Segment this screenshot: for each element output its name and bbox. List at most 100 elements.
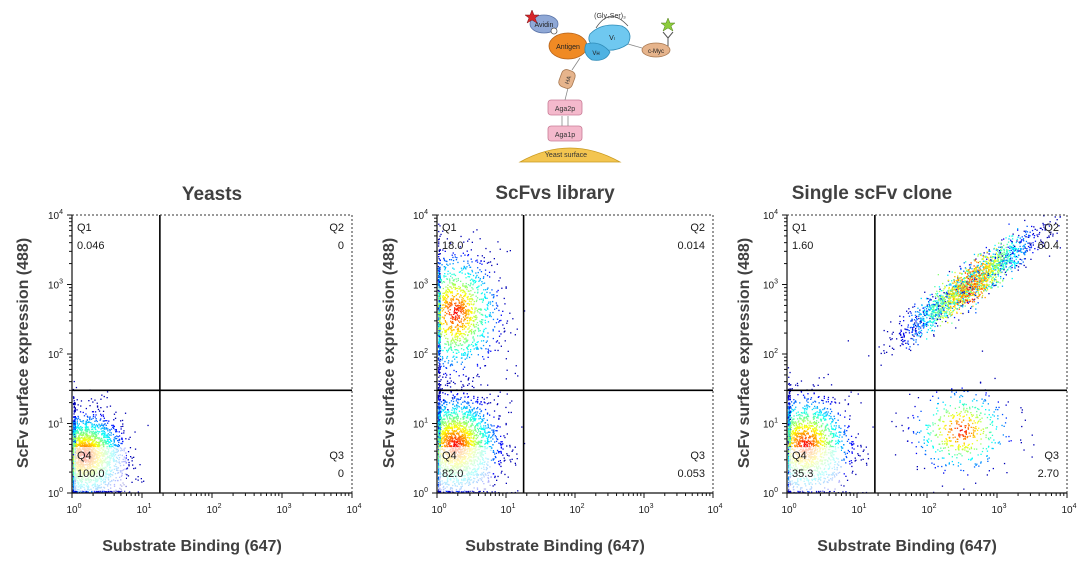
event-point (477, 435, 479, 437)
event-point (84, 423, 86, 426)
event-point (517, 490, 519, 492)
event-point (83, 432, 85, 434)
event-point (437, 453, 439, 455)
event-point (118, 431, 120, 433)
event-point (490, 424, 492, 426)
event-point (83, 442, 85, 444)
event-point (73, 420, 75, 422)
vh-domain (584, 42, 611, 61)
event-point (109, 443, 112, 446)
event-point (74, 428, 76, 430)
event-point (465, 490, 467, 492)
event-point (480, 428, 482, 430)
event-point (92, 444, 94, 446)
event-point (457, 438, 459, 440)
event-point (133, 467, 135, 470)
event-point (478, 441, 480, 443)
event-point (75, 430, 77, 432)
event-point (451, 434, 453, 436)
chart-title: Yeasts (181, 184, 243, 205)
event-point (464, 436, 467, 438)
event-point (471, 410, 474, 412)
event-point (509, 459, 511, 461)
event-point (467, 445, 469, 447)
event-point (480, 410, 483, 412)
event-point (82, 411, 84, 414)
event-point (73, 465, 75, 467)
event-point (106, 437, 108, 439)
event-point (88, 443, 90, 445)
event-point (92, 401, 94, 403)
event-point (78, 439, 80, 441)
event-point (113, 426, 115, 428)
event-point (87, 438, 89, 440)
event-point (98, 445, 100, 447)
event-point (115, 430, 117, 432)
event-point (460, 425, 462, 427)
event-point (91, 431, 94, 433)
event-point (112, 424, 114, 426)
event-point (80, 405, 82, 407)
event-point (457, 437, 459, 439)
event-point (78, 436, 80, 438)
event-point (439, 413, 441, 415)
event-point (491, 429, 493, 431)
event-point (483, 425, 485, 427)
event-point (497, 475, 499, 478)
event-point (458, 426, 460, 428)
event-point (439, 400, 441, 402)
event-point (483, 401, 485, 403)
event-point (456, 415, 458, 418)
event-point (470, 430, 472, 433)
event-point (477, 425, 479, 427)
event-point (457, 402, 459, 404)
event-point (481, 446, 483, 448)
event-point (78, 440, 81, 442)
event-point (124, 412, 127, 414)
event-point (498, 442, 500, 444)
event-point (440, 418, 442, 420)
event-point (125, 438, 127, 440)
event-point (477, 406, 479, 409)
event-point (81, 442, 84, 445)
event-point (495, 440, 498, 442)
event-point (442, 392, 444, 394)
event-point (76, 430, 78, 433)
event-point (480, 442, 482, 444)
event-point (448, 413, 450, 416)
event-point (104, 491, 106, 493)
event-point (439, 411, 441, 413)
event-point (74, 425, 76, 427)
event-point (495, 430, 497, 432)
event-point (467, 433, 469, 435)
event-point (451, 415, 453, 417)
event-point (440, 407, 442, 409)
event-point (449, 491, 451, 493)
event-point (451, 437, 453, 440)
event-point (77, 425, 79, 427)
event-point (118, 438, 120, 440)
event-point (451, 428, 453, 430)
event-point (99, 441, 101, 443)
event-point (446, 416, 449, 418)
event-point (74, 441, 77, 443)
event-point (438, 449, 440, 451)
event-point (437, 462, 440, 464)
event-point (131, 460, 133, 462)
event-point (122, 425, 124, 427)
event-point (438, 409, 440, 411)
event-point (470, 441, 472, 443)
event-point (464, 434, 466, 436)
event-point (463, 436, 465, 438)
event-point (73, 462, 75, 464)
event-point (91, 431, 93, 433)
event-point (466, 442, 469, 444)
event-point (110, 432, 112, 434)
event-point (438, 392, 440, 394)
event-point (76, 438, 78, 440)
event-point (88, 437, 90, 439)
event-point (76, 432, 78, 434)
event-point (72, 474, 75, 476)
event-point (449, 442, 451, 444)
event-point (97, 444, 99, 446)
